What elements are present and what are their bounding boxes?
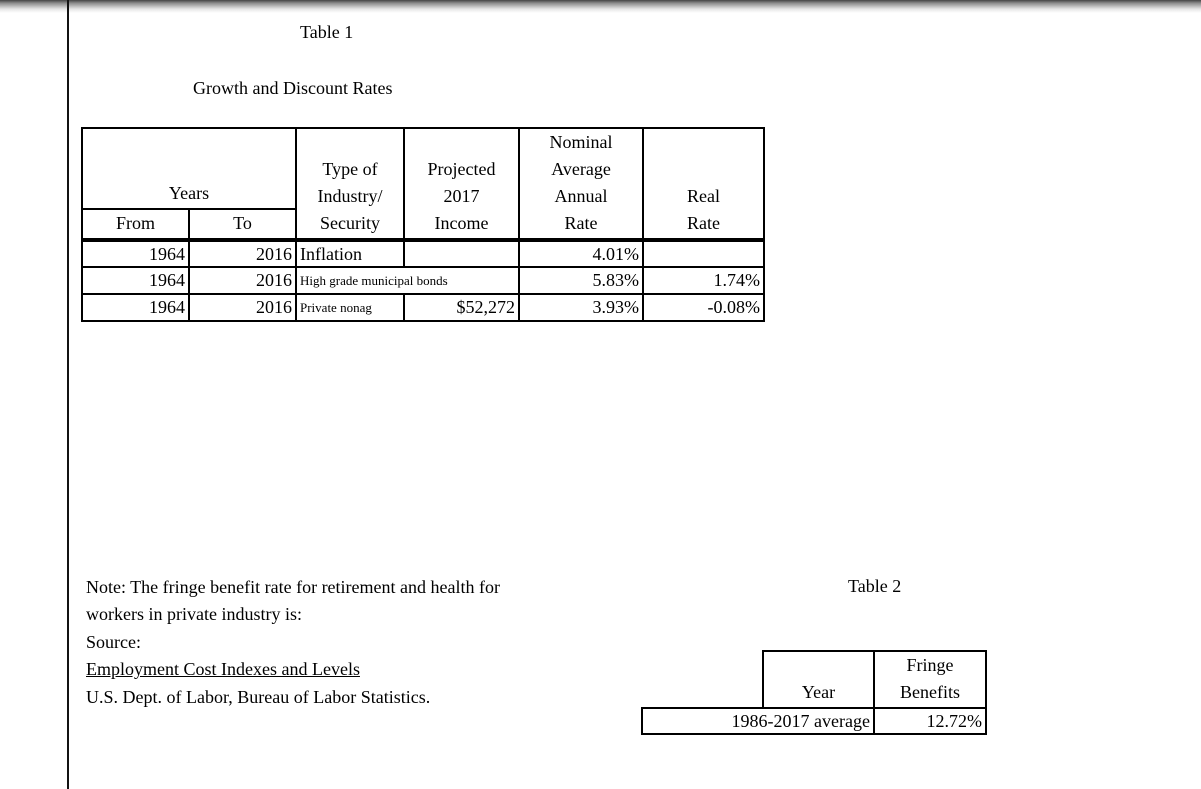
row1-real-cell — [642, 239, 765, 268]
row2-type-cell: High grade municipal bonds — [295, 266, 520, 295]
table2-title: Table 2 — [848, 576, 902, 596]
to-header-cell: To — [188, 207, 297, 243]
fringe-benefits-table: Year Fringe Benefits 1986-2017 average 1… — [641, 650, 987, 735]
nominal-rate-header-cell: Nominal Average Annual Rate — [518, 127, 644, 242]
table-row: 1964 2016 Inflation 4.01% — [81, 239, 765, 268]
table1-years-header-row: Years Type of Industry/ Security Project… — [81, 127, 765, 242]
table-row: 1986-2017 average 12.72% — [641, 707, 987, 735]
type-header-cell: Type of Industry/ Security — [295, 127, 405, 242]
from-header-cell: From — [81, 207, 190, 243]
row1-type-cell: Inflation — [295, 239, 405, 268]
row1-nominal-cell: 4.01% — [518, 239, 644, 268]
note-line-1: Note: The fringe benefit rate for retire… — [86, 577, 500, 597]
years-header-cell: Years — [81, 127, 297, 210]
row1-from-cell: 1964 — [81, 239, 190, 268]
row1-income-cell — [403, 239, 520, 268]
row2-from-cell: 1964 — [81, 266, 190, 295]
row3-type-cell: Private nonag — [295, 293, 405, 322]
table1-title: Table 1 — [300, 22, 354, 42]
real-rate-header-cell: Real Rate — [642, 127, 765, 242]
source-label: Source: — [86, 631, 141, 652]
table-row: 1964 2016 High grade municipal bonds 5.8… — [81, 266, 765, 295]
source-attribution: U.S. Dept. of Labor, Bureau of Labor Sta… — [86, 686, 431, 707]
growth-discount-rates-table: Years Type of Industry/ Security Project… — [81, 127, 765, 322]
year-header-cell: Year — [762, 650, 875, 709]
page-edge-line — [67, 0, 69, 789]
row3-nominal-cell: 3.93% — [518, 293, 644, 322]
source-title: Employment Cost Indexes and Levels — [86, 659, 360, 680]
table2-phantom-cell — [642, 651, 763, 708]
table1-fromto-header-row: From To — [81, 207, 764, 243]
table-row: 1964 2016 Private nonag $52,272 3.93% -0… — [81, 293, 765, 322]
note-block: Note: The fringe benefit rate for retire… — [86, 574, 500, 711]
fringe-benefits-header-cell: Fringe Benefits — [873, 650, 987, 709]
row3-real-cell: -0.08% — [642, 293, 765, 322]
row3-to-cell: 2016 — [188, 293, 297, 322]
row3-income-cell: $52,272 — [403, 293, 520, 322]
table2-year-cell: 1986-2017 average — [641, 707, 875, 735]
row3-from-cell: 1964 — [81, 293, 190, 322]
table2-value-cell: 12.72% — [873, 707, 987, 735]
table1-subtitle: Growth and Discount Rates — [193, 78, 393, 98]
window-top-shadow — [0, 0, 1201, 13]
table2-header-row: Year Fringe Benefits — [642, 650, 987, 709]
row2-real-cell: 1.74% — [642, 266, 765, 295]
row2-to-cell: 2016 — [188, 266, 297, 295]
row2-nominal-cell: 5.83% — [518, 266, 644, 295]
income-header-cell: Projected 2017 Income — [403, 127, 520, 242]
note-line-2: workers in private industry is: — [86, 604, 302, 625]
row1-to-cell: 2016 — [188, 239, 297, 268]
